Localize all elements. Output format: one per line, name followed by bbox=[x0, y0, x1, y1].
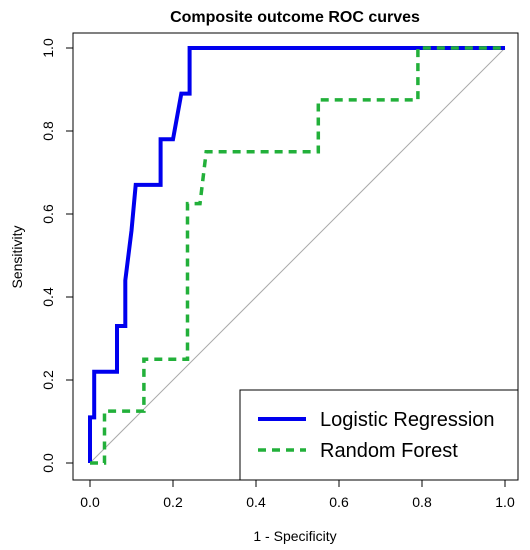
y-tick-label: 1.0 bbox=[40, 38, 56, 58]
y-axis: 0.0 0.2 0.4 0.6 0.8 1.0 bbox=[40, 38, 74, 473]
y-tick-label: 0.6 bbox=[40, 204, 56, 224]
y-tick-label: 0.4 bbox=[40, 287, 56, 307]
chart-title: Composite outcome ROC curves bbox=[170, 9, 420, 26]
legend-label-logistic-regression: Logistic Regression bbox=[320, 409, 495, 431]
y-tick-label: 0.8 bbox=[40, 121, 56, 141]
legend-box bbox=[239, 389, 519, 481]
x-tick-label: 1.0 bbox=[495, 494, 515, 510]
y-tick-label: 0.0 bbox=[40, 453, 56, 473]
x-tick-label: 0.6 bbox=[329, 494, 349, 510]
x-axis-label: 1 - Specificity bbox=[253, 528, 336, 544]
x-tick-label: 0.0 bbox=[80, 494, 100, 510]
legend-label-random-forest: Random Forest bbox=[320, 440, 458, 462]
legend: Logistic Regression Random Forest bbox=[239, 389, 519, 481]
plot-area bbox=[88, 46, 506, 465]
chance-diagonal-line bbox=[89, 47, 506, 464]
x-tick-label: 0.4 bbox=[246, 494, 266, 510]
x-tick-label: 0.8 bbox=[412, 494, 432, 510]
y-tick-label: 0.2 bbox=[40, 370, 56, 390]
x-axis: 0.0 0.2 0.4 0.6 0.8 1.0 bbox=[80, 479, 515, 510]
y-axis-label: Sensitivity bbox=[9, 225, 25, 288]
series-line-random-forest bbox=[90, 46, 505, 465]
series-line-logistic-regression bbox=[88, 46, 505, 463]
x-tick-label: 0.2 bbox=[163, 494, 183, 510]
